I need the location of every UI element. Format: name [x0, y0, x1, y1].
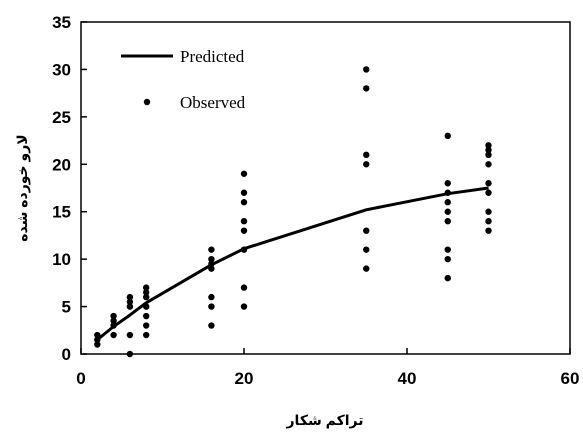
observed-point [485, 142, 492, 149]
observed-point [444, 180, 451, 187]
observed-point [240, 170, 248, 177]
observed-point [143, 322, 150, 329]
observed-point [444, 218, 451, 225]
observed-point [110, 322, 117, 329]
observed-point [240, 199, 248, 206]
observed-point [126, 331, 134, 339]
observed-point [94, 336, 101, 343]
y-tick-label: 5 [62, 298, 71, 317]
observed-point [444, 255, 451, 263]
observed-point [208, 322, 215, 329]
observed-point [363, 227, 370, 234]
x-axis-title: تراکم شکار [286, 412, 364, 429]
observed-point [444, 132, 451, 140]
observed-point [126, 350, 134, 358]
observed-point [143, 284, 150, 291]
x-tick-label: 60 [561, 369, 580, 388]
observed-point [110, 317, 117, 324]
y-tick-label: 15 [52, 203, 71, 222]
y-tick-label: 30 [52, 60, 71, 79]
observed-point [485, 151, 492, 158]
observed-point [208, 265, 215, 272]
legend-observed-marker [143, 98, 151, 106]
observed-point [126, 298, 134, 306]
observed-point [485, 180, 492, 187]
plot-frame [80, 21, 571, 355]
axes: 0 20 40 60 0 5 10 15 20 25 30 35 [52, 13, 579, 388]
observed-point [363, 66, 370, 73]
observed-point [485, 227, 492, 234]
observed-point [363, 161, 370, 168]
observed-point [208, 246, 215, 253]
observed-point [363, 246, 370, 253]
observed-point [208, 293, 215, 301]
observed-point [363, 151, 370, 158]
observed-point [143, 293, 150, 301]
observed-point [208, 260, 215, 268]
observed-point [143, 331, 150, 339]
y-tick-label: 20 [52, 155, 71, 174]
observed-point [240, 189, 248, 196]
observed-point [240, 303, 248, 310]
observed-point [94, 331, 101, 339]
observed-point [485, 189, 492, 196]
predicted-line [96, 186, 489, 341]
legend-predicted-label: Predicted [180, 47, 245, 66]
observed-point [240, 218, 248, 225]
y-tick-label: 10 [52, 250, 71, 269]
observed-point [126, 303, 134, 310]
observed-point [94, 341, 101, 348]
observed-point [143, 312, 150, 320]
y-tick-label: 35 [52, 13, 71, 32]
observed-point [240, 246, 248, 253]
observed-point [444, 246, 451, 253]
legend: Predicted Observed [121, 47, 246, 112]
y-axis-title: لارو خورده شده [14, 134, 31, 241]
x-tick-label: 20 [235, 369, 254, 388]
observed-point [444, 208, 451, 215]
observed-point [240, 284, 248, 291]
observed-point [208, 303, 215, 310]
x-tick-label: 0 [76, 369, 85, 388]
observed-point [485, 218, 492, 225]
observed-point [110, 331, 117, 339]
observed-point [485, 146, 492, 154]
observed-point [444, 274, 451, 282]
observed-point [208, 255, 215, 263]
x-tick-label: 40 [398, 369, 417, 388]
observed-point [126, 293, 134, 301]
plot-marks [94, 66, 492, 358]
observed-point [444, 189, 451, 196]
observed-point [363, 265, 370, 272]
observed-point [240, 227, 248, 234]
observed-point [444, 199, 451, 206]
observed-point [143, 303, 150, 310]
y-tick-label: 25 [52, 108, 71, 127]
legend-observed-label: Observed [180, 93, 246, 112]
observed-point [485, 208, 492, 215]
observed-point [143, 289, 150, 296]
y-tick-label: 0 [62, 345, 71, 364]
observed-point [363, 85, 370, 92]
observed-point [110, 312, 117, 320]
observed-point [485, 161, 492, 168]
